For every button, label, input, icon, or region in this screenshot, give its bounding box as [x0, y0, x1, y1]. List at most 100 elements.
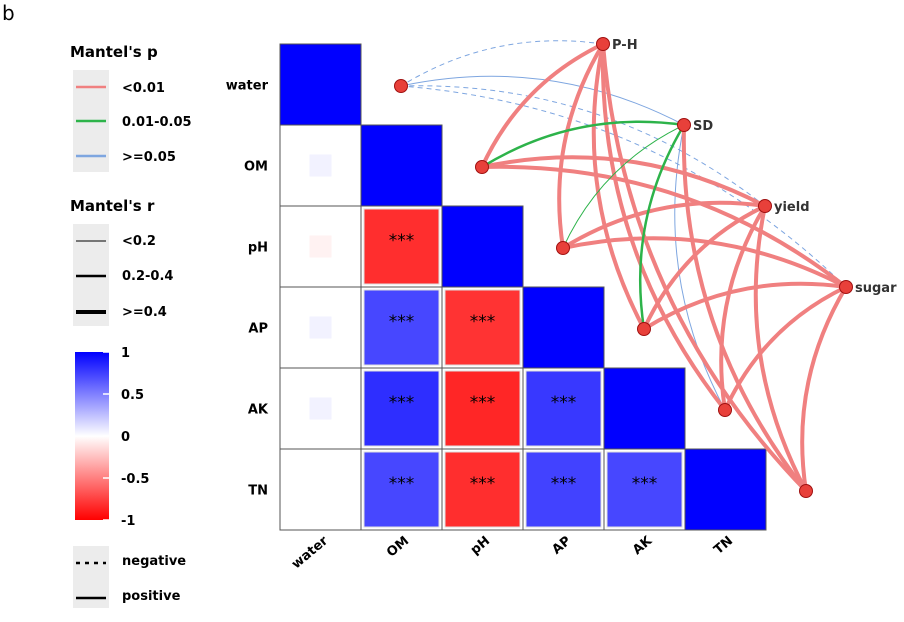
legend-positive-label: positive [122, 589, 181, 604]
heatmap-cell-diagonal-ak [603, 367, 686, 450]
heatmap-cell-tn-om [363, 451, 440, 528]
mantel-link-sd-ph [562, 124, 685, 249]
legend-line-type: negative positive [73, 546, 186, 608]
mantel-link-p-h-ph [557, 42, 605, 249]
heatmap-cell-ak-om [363, 370, 440, 447]
node-om [475, 160, 489, 174]
heatmap-cell-ph-water [309, 235, 332, 258]
heatmap-cell-tn-ak [606, 451, 683, 528]
heatmap-cell-diagonal-tn [684, 448, 767, 531]
mantel-link-sd-ap [638, 124, 686, 330]
node-ak [718, 403, 732, 417]
colorbar-tick-label: -0.5 [121, 472, 149, 487]
heatmap-cell-om-water [309, 154, 332, 177]
heatmap-cell-diagonal-ph [441, 205, 524, 288]
significance-label: *** [470, 393, 496, 413]
col-label-ak: AK [630, 533, 656, 558]
node-label-sd: SD [693, 119, 713, 134]
heatmap-cell-diagonal-ap [522, 286, 605, 369]
row-label-ph: pH [248, 241, 268, 256]
colorbar: 1 0.5 0 -0.5 -1 [75, 346, 149, 529]
legend-r-label-1: <0.2 [122, 234, 156, 249]
mantel-link-yield-ph [561, 200, 766, 250]
significance-label: *** [389, 393, 415, 413]
legend-p-label-2: 0.01-0.05 [122, 115, 192, 130]
node-ap [637, 322, 651, 336]
heatmap-cell-diagonal-om [360, 124, 443, 207]
mantel-links [400, 40, 848, 493]
legend-mantel-p-title: Mantel's p [70, 43, 158, 61]
significance-label: *** [470, 474, 496, 494]
legend-mantel-p: Mantel's p <0.01 0.01-0.05 >=0.05 [70, 43, 192, 172]
legend-mantel-r: Mantel's r <0.2 0.2-0.4 >=0.4 [70, 197, 173, 326]
node-p-h [596, 37, 610, 51]
heatmap-cell-ph-om [363, 208, 440, 285]
mantel-link-yield-water [400, 85, 766, 207]
node-tn [799, 484, 813, 498]
col-label-om: OM [384, 534, 412, 561]
heatmap-cell-diagonal-water [279, 43, 362, 126]
significance-label: *** [389, 474, 415, 494]
legend-p-label-3: >=0.05 [122, 150, 176, 165]
legend-p-label-1: <0.01 [122, 81, 165, 96]
legend-negative-label: negative [122, 554, 186, 569]
significance-label: *** [632, 474, 658, 494]
mantel-link-sd-tn [681, 124, 808, 493]
heatmap-cell-ap-om [363, 289, 440, 366]
node-label-sugar: sugar [855, 281, 897, 296]
significance-label: *** [551, 393, 577, 413]
mantel-link-p-h-ap [591, 43, 646, 330]
legend-r-label-3: >=0.4 [122, 305, 167, 320]
colorbar-tick-label: 0 [121, 430, 130, 445]
col-label-ap: AP [549, 534, 574, 558]
mantel-link-sugar-ak [723, 285, 847, 411]
node-water [394, 79, 408, 93]
col-label-water: water [289, 533, 331, 572]
mantel-link-p-h-om [480, 42, 604, 168]
significance-label: *** [470, 312, 496, 332]
heatmap-cell-ap-ph [444, 289, 521, 366]
panel-label: b [2, 1, 15, 25]
significance-label: *** [389, 312, 415, 332]
mantel-link-sugar-ap [642, 281, 847, 331]
heatmap-cell-ak-ap [525, 370, 602, 447]
row-label-tn: TN [248, 484, 268, 499]
row-label-om: OM [244, 160, 268, 175]
mantel-link-p-h-tn [601, 43, 808, 493]
colorbar-tick-label: 0.5 [121, 388, 144, 403]
node-yield [758, 199, 772, 213]
significance-label: *** [551, 474, 577, 494]
mantel-link-p-h-water [400, 40, 604, 87]
legend-mantel-r-title: Mantel's r [70, 197, 155, 215]
heatmap-cell-ak-water [309, 397, 332, 420]
node-ph [556, 241, 570, 255]
node-label-yield: yield [774, 200, 810, 215]
heatmap-cell-ak-ph [444, 370, 521, 447]
node-sugar [839, 280, 853, 294]
mantel-link-sugar-ph [562, 236, 847, 289]
col-label-ph: pH [468, 534, 493, 558]
mantel-link-sd-om [481, 120, 685, 169]
legend-r-label-2: 0.2-0.4 [122, 269, 173, 284]
col-label-tn: TN [711, 534, 736, 558]
row-label-ak: AK [248, 403, 269, 418]
significance-label: *** [389, 231, 415, 251]
mantel-link-sugar-om [481, 164, 848, 289]
mantel-link-p-h-ak [600, 43, 727, 412]
correlation-heatmap: *** *** *** *** *** *** *** *** *** *** [279, 43, 767, 531]
mantel-link-sugar-tn [800, 285, 848, 492]
row-label-water: water [226, 79, 269, 94]
mantel-link-yield-om [481, 155, 766, 208]
colorbar-tick-label: 1 [121, 346, 130, 361]
heatmap-cell-tn-ph [444, 451, 521, 528]
row-label-ap: AP [248, 322, 268, 337]
heatmap-cell-tn-ap [525, 451, 602, 528]
node-label-p-h: P-H [612, 38, 638, 53]
colorbar-tick-label: -1 [121, 514, 135, 529]
heatmap-cell-ap-water [309, 316, 332, 339]
mantel-link-yield-ap [642, 204, 766, 330]
heatmap-cell-tn-water [309, 478, 332, 501]
mantel-link-yield-ak [719, 204, 767, 411]
node-sd [677, 118, 691, 132]
